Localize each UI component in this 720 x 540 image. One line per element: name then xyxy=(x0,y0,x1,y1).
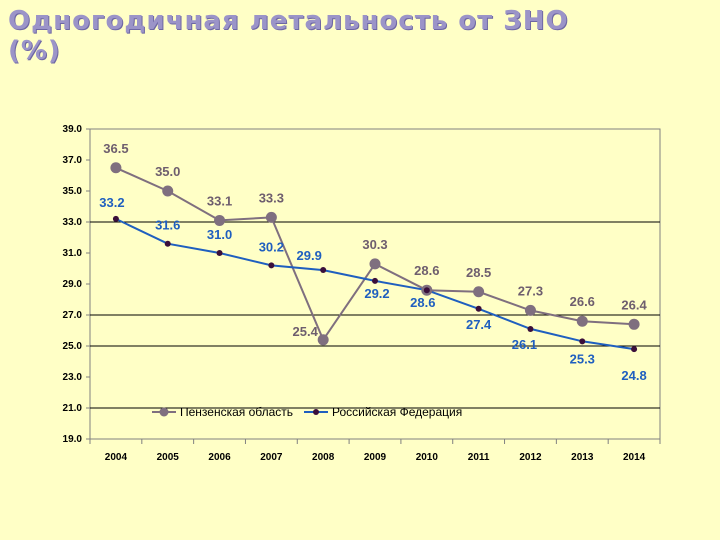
x-tick-label: 2006 xyxy=(208,452,231,463)
data-point-russia xyxy=(372,277,378,284)
data-label-penza: 25.4 xyxy=(293,324,319,339)
data-point-penza xyxy=(214,214,226,226)
data-label-penza: 28.6 xyxy=(414,263,439,278)
data-point-penza xyxy=(317,334,329,346)
data-label-penza: 26.6 xyxy=(570,294,595,309)
data-label-russia: 30.2 xyxy=(259,239,284,254)
chart-title: Одногодичная летальность от ЗНО (%) xyxy=(8,6,708,66)
data-point-russia xyxy=(631,346,638,353)
y-tick-label: 21.0 xyxy=(63,403,83,414)
data-point-penza xyxy=(473,286,485,298)
x-tick-label: 2007 xyxy=(260,452,283,463)
x-tick-label: 2011 xyxy=(468,452,490,463)
data-label-penza: 27.3 xyxy=(518,283,543,298)
legend-marker-russia xyxy=(313,409,319,415)
data-point-penza xyxy=(110,162,122,174)
series-line-penza xyxy=(115,166,635,342)
data-label-russia: 29.2 xyxy=(364,286,389,301)
x-tick-label: 2009 xyxy=(364,452,387,463)
y-tick-label: 29.0 xyxy=(63,279,83,290)
data-point-penza xyxy=(628,318,640,330)
y-tick-label: 27.0 xyxy=(63,310,83,321)
data-label-penza: 35.0 xyxy=(155,164,180,179)
data-point-russia xyxy=(423,287,430,294)
x-tick-label: 2012 xyxy=(519,452,542,463)
data-label-russia: 28.6 xyxy=(410,295,435,310)
x-tick-label: 2010 xyxy=(416,452,439,463)
data-point-russia xyxy=(527,325,534,332)
legend-marker-penza xyxy=(159,407,169,417)
y-tick-label: 37.0 xyxy=(63,155,83,166)
x-tick-label: 2005 xyxy=(157,452,180,463)
y-tick-label: 23.0 xyxy=(63,372,83,383)
data-point-russia xyxy=(475,305,482,312)
y-tick-label: 35.0 xyxy=(63,186,83,197)
x-tick-label: 2008 xyxy=(312,452,335,463)
y-tick-label: 39.0 xyxy=(63,124,83,135)
data-point-russia xyxy=(112,215,119,222)
chart-title-line1: Одногодичная летальность от ЗНО xyxy=(8,6,569,36)
x-tick-label: 2014 xyxy=(623,452,646,463)
legend-label-penza: Пензенская область xyxy=(180,405,293,419)
data-label-penza: 28.5 xyxy=(466,265,491,280)
data-point-penza xyxy=(369,258,381,270)
data-point-penza xyxy=(162,185,174,197)
data-label-russia: 33.2 xyxy=(99,195,124,210)
data-label-russia: 29.9 xyxy=(297,248,322,263)
data-point-russia xyxy=(579,338,586,345)
data-label-russia: 31.6 xyxy=(155,218,180,233)
data-label-penza: 33.1 xyxy=(207,193,232,208)
data-label-penza: 30.3 xyxy=(362,237,387,252)
data-point-penza xyxy=(576,315,588,327)
legend-label-russia: Российская Федерация xyxy=(332,405,462,419)
data-point-russia xyxy=(320,267,327,274)
y-tick-label: 31.0 xyxy=(63,248,83,259)
data-label-penza: 33.3 xyxy=(259,190,284,205)
data-point-russia xyxy=(268,262,275,269)
data-label-russia: 25.3 xyxy=(570,351,595,366)
data-label-penza: 36.5 xyxy=(103,141,128,156)
data-label-penza: 26.4 xyxy=(621,297,647,312)
chart-title-line2: (%) xyxy=(8,36,61,66)
y-tick-label: 19.0 xyxy=(63,434,83,445)
x-tick-label: 2013 xyxy=(571,452,594,463)
data-label-russia: 27.4 xyxy=(466,317,492,332)
data-label-russia: 24.8 xyxy=(621,368,646,383)
data-label-russia: 31.0 xyxy=(207,227,232,242)
data-point-russia xyxy=(216,250,223,256)
y-tick-label: 25.0 xyxy=(63,341,83,352)
data-point-penza xyxy=(524,304,536,316)
data-point-penza xyxy=(265,211,277,223)
x-tick-label: 2004 xyxy=(105,452,128,463)
data-point-russia xyxy=(164,240,171,247)
data-label-russia: 26.1 xyxy=(512,337,537,352)
y-tick-label: 33.0 xyxy=(63,217,83,228)
